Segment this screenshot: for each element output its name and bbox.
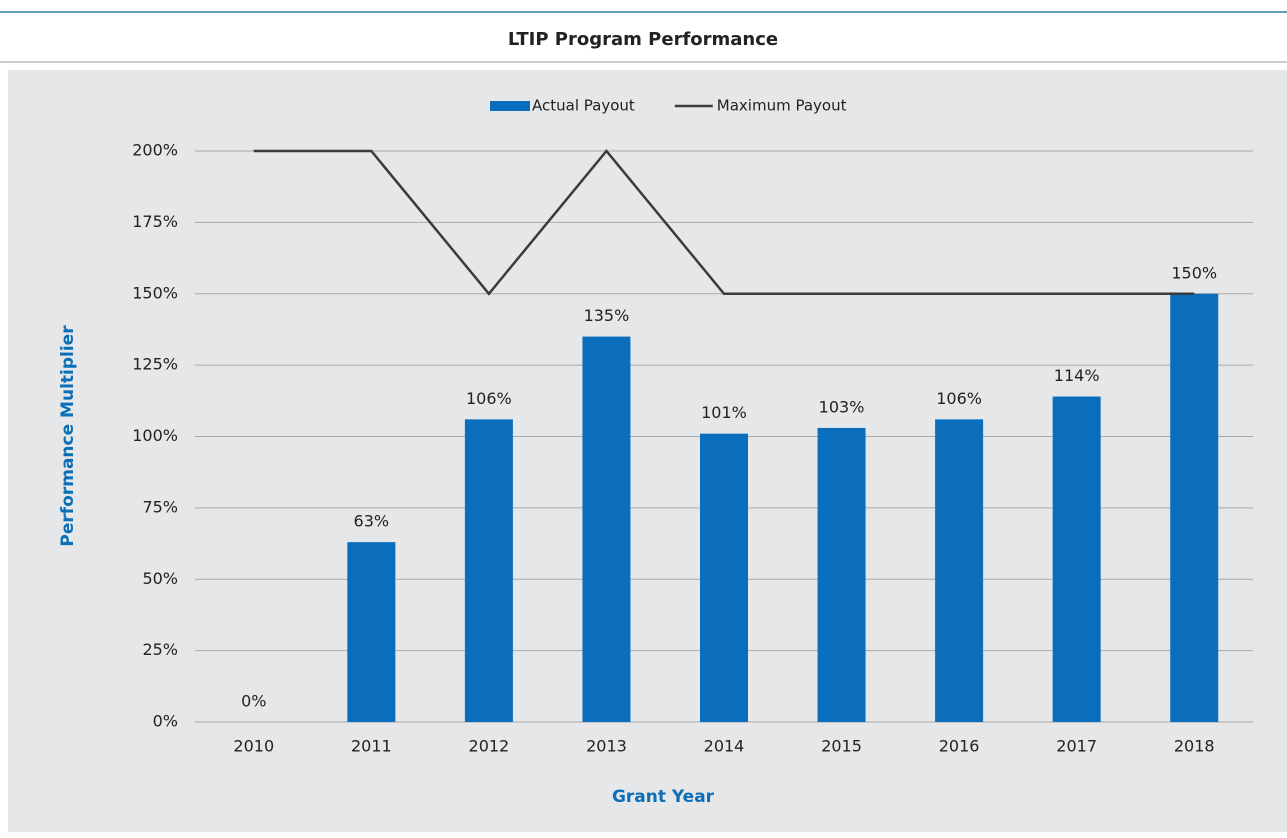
bar	[1052, 396, 1101, 722]
data-label: 114%	[1054, 366, 1100, 385]
data-label: 106%	[466, 389, 512, 408]
x-tick-label: 2013	[586, 737, 627, 756]
bar	[582, 336, 631, 722]
x-tick-label: 2017	[1056, 737, 1097, 756]
data-label: 0%	[241, 692, 266, 711]
legend-label: Actual Payout	[532, 97, 635, 115]
data-label: 135%	[584, 306, 630, 325]
y-tick-label: 100%	[132, 426, 178, 445]
line	[253, 149, 1195, 296]
bar	[1170, 293, 1219, 722]
bar	[817, 427, 866, 722]
chart-title: LTIP Program Performance	[508, 29, 778, 50]
bar	[464, 419, 513, 722]
data-label: 103%	[819, 397, 865, 416]
y-tick-label: 75%	[142, 497, 178, 516]
x-tick-label: 2018	[1174, 737, 1215, 756]
bar	[700, 433, 748, 722]
x-tick-label: 2012	[469, 737, 510, 756]
y-tick-label: 200%	[132, 141, 178, 160]
bar	[935, 419, 984, 722]
data-label: 150%	[1171, 263, 1217, 282]
y-axis-label: Performance Multiplier	[58, 325, 78, 547]
y-tick-label: 25%	[142, 640, 178, 659]
x-tick-label: 2014	[704, 737, 745, 756]
legend-swatch	[490, 101, 530, 111]
data-label: 101%	[701, 403, 747, 422]
y-tick-label: 50%	[142, 569, 178, 588]
y-tick-label: 175%	[132, 212, 178, 231]
x-tick-label: 2015	[821, 737, 862, 756]
x-tick-label: 2010	[233, 737, 274, 756]
data-label: 106%	[936, 389, 982, 408]
y-tick-label: 0%	[153, 712, 178, 731]
x-axis-label: Grant Year	[612, 787, 715, 807]
y-tick-label: 150%	[132, 283, 178, 302]
x-tick-label: 2016	[939, 737, 980, 756]
y-tick-label: 125%	[132, 355, 178, 374]
bar	[347, 542, 396, 722]
data-label: 63%	[354, 512, 390, 531]
x-tick-label: 2011	[351, 737, 392, 756]
legend-label: Maximum Payout	[717, 97, 847, 115]
